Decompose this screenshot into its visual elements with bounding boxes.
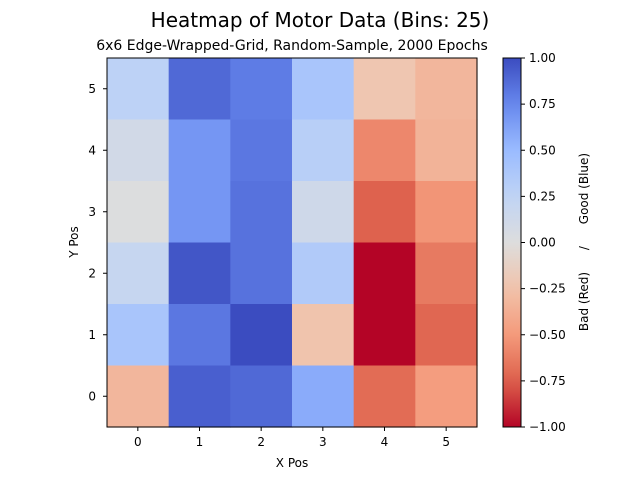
y-tick-label: 4 (88, 143, 96, 157)
x-axis-label: X Pos (276, 456, 308, 470)
plot-frame (106, 57, 478, 428)
colorbar-tick-label: 0.00 (529, 236, 556, 250)
heatmap-cell-x2-y4 (230, 119, 293, 182)
colorbar-tick-label: 1.00 (529, 51, 556, 65)
colorbar-label: Bad (Red) / Good (Blue) (577, 153, 591, 331)
heatmap-cell-x3-y5 (292, 58, 355, 121)
colorbar-label-separator: / (577, 245, 591, 250)
heatmap-cell-x0-y3 (107, 181, 170, 244)
y-tick-label: 1 (88, 328, 96, 342)
heatmap-cell-x4-y2 (353, 242, 416, 305)
heatmap-cell-x3-y4 (292, 119, 355, 182)
heatmap-cell-x3-y1 (292, 304, 355, 367)
colorbar-tick-label: −1.00 (529, 420, 566, 434)
heatmap-cell-x2-y2 (230, 242, 293, 305)
x-tick-label: 3 (319, 435, 327, 449)
chart-title: Heatmap of Motor Data (Bins: 25) (151, 8, 490, 32)
colorbar-tick-label: 0.25 (529, 189, 556, 203)
heatmap-cell-x1-y2 (168, 242, 231, 305)
heatmap-cell-x0-y2 (107, 242, 170, 305)
y-tick-label: 5 (88, 82, 96, 96)
x-tick-label: 2 (257, 435, 265, 449)
y-tick-label: 3 (88, 205, 96, 219)
colorbar-axis: 1.00 0.75 0.50 0.25 0.00 −0.25 −0.50 −0.75 −1.00 (521, 51, 566, 434)
colorbar-tick-label: −0.25 (529, 282, 566, 296)
colorbar-tick-label: 0.50 (529, 143, 556, 157)
heatmap-cell-x0-y4 (107, 119, 170, 182)
y-tick-label: 0 (88, 389, 96, 403)
chart-subtitle: 6x6 Edge-Wrapped-Grid, Random-Sample, 20… (96, 38, 488, 54)
y-axis: 0 1 2 3 4 5 (88, 82, 107, 403)
heatmap-cell-x1-y1 (168, 304, 231, 367)
colorbar (502, 57, 522, 428)
heatmap-cell-x3-y0 (292, 365, 355, 428)
heatmap-cell-x4-y0 (353, 365, 416, 428)
heatmap-cell-x2-y3 (230, 181, 293, 244)
heatmap-cell-x5-y3 (415, 181, 478, 244)
heatmap-cells (107, 58, 478, 428)
heatmap-cell-x4-y4 (353, 119, 416, 182)
heatmap-cell-x4-y3 (353, 181, 416, 244)
colorbar-tick-label: −0.75 (529, 374, 566, 388)
x-tick-label: 5 (442, 435, 450, 449)
colorbar-label-good: Good (Blue) (577, 153, 591, 224)
heatmap-cell-x0-y5 (107, 58, 170, 121)
heatmap-cell-x5-y2 (415, 242, 478, 305)
colorbar-tick-label: 0.75 (529, 97, 556, 111)
heatmap-cell-x5-y4 (415, 119, 478, 182)
heatmap-cell-x5-y0 (415, 365, 478, 428)
heatmap-cell-x2-y1 (230, 304, 293, 367)
heatmap-cell-x3-y3 (292, 181, 355, 244)
heatmap-cell-x4-y5 (353, 58, 416, 121)
heatmap-cell-x1-y5 (168, 58, 231, 121)
y-axis-label: Y Pos (67, 226, 81, 259)
heatmap-cell-x1-y4 (168, 119, 231, 182)
colorbar-label-bad: Bad (Red) (577, 272, 591, 331)
heatmap-cell-x4-y1 (353, 304, 416, 367)
x-tick-label: 4 (381, 435, 389, 449)
y-tick-label: 2 (88, 266, 96, 280)
heatmap-cell-x0-y1 (107, 304, 170, 367)
x-axis: 0 1 2 3 4 5 (134, 427, 450, 449)
heatmap-cell-x5-y1 (415, 304, 478, 367)
heatmap-cell-x2-y0 (230, 365, 293, 428)
x-tick-label: 1 (196, 435, 204, 449)
heatmap-cell-x0-y0 (107, 365, 170, 428)
heatmap-cell-x1-y0 (168, 365, 231, 428)
heatmap-cell-x3-y2 (292, 242, 355, 305)
heatmap-cell-x2-y5 (230, 58, 293, 121)
heatmap-cell-x1-y3 (168, 181, 231, 244)
colorbar-tick-label: −0.50 (529, 328, 566, 342)
x-tick-label: 0 (134, 435, 142, 449)
heatmap-cell-x5-y5 (415, 58, 478, 121)
